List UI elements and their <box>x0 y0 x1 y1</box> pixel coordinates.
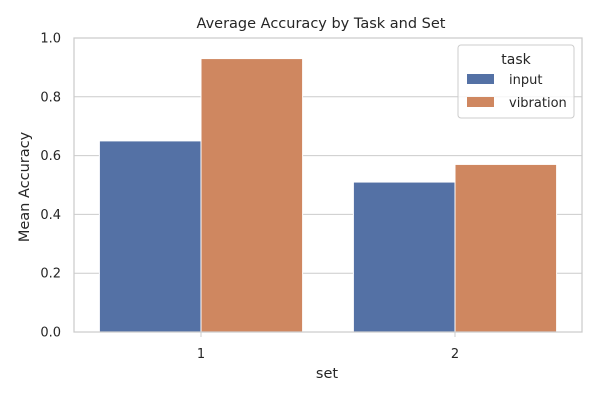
chart-title: Average Accuracy by Task and Set <box>197 16 446 32</box>
y-tick-label: 1.0 <box>40 32 61 47</box>
legend-swatch-vibration <box>467 97 494 107</box>
y-tick-label: 0.6 <box>40 149 61 164</box>
bar-input-set-1 <box>98 140 202 333</box>
legend: task input vibration <box>457 44 575 119</box>
bar-vibration-set-2 <box>454 163 558 333</box>
bar-vibration-set-1 <box>200 58 304 333</box>
plot-frame <box>73 37 583 333</box>
y-tick-label: 0.4 <box>40 208 61 223</box>
axes-frame <box>73 37 583 333</box>
x-tick-label: 1 <box>197 347 205 362</box>
bar-input-set-2 <box>352 181 456 333</box>
legend-title: task <box>501 52 531 68</box>
y-tick-label: 0.8 <box>40 90 61 105</box>
y-tick-label: 0.2 <box>40 267 61 282</box>
legend-label-input: input <box>509 73 542 88</box>
y-tick-label: 0.0 <box>40 326 61 341</box>
x-tick-label: 2 <box>451 347 459 362</box>
legend-swatch-input <box>467 74 494 84</box>
legend-label-vibration: vibration <box>509 96 567 111</box>
bars <box>98 58 558 333</box>
x-axis-label: set <box>316 366 338 382</box>
y-axis-ticks: 0.0 0.2 0.4 0.6 0.8 1.0 <box>40 32 61 341</box>
y-axis-label: Mean Accuracy <box>17 131 33 242</box>
